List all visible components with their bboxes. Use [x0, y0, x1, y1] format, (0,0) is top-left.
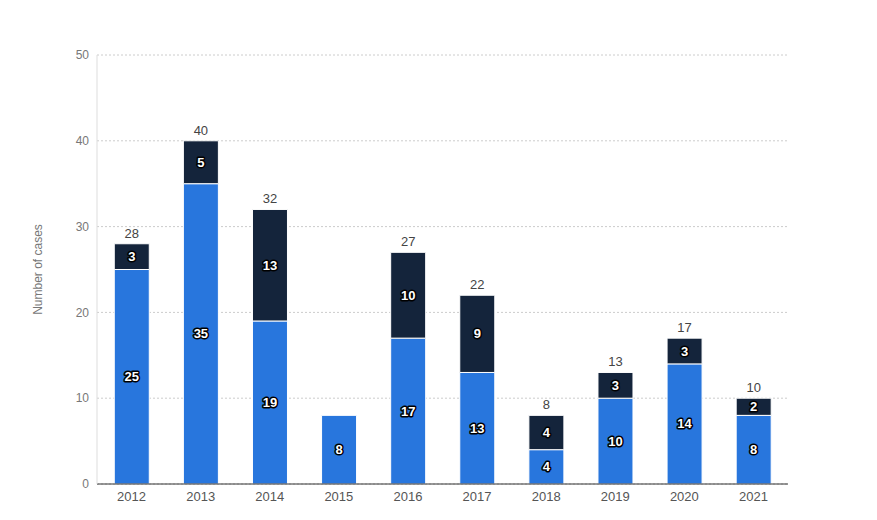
svg-text:3: 3 — [128, 249, 135, 264]
svg-text:2012: 2012 — [117, 489, 146, 504]
svg-text:30: 30 — [76, 220, 90, 234]
svg-text:40: 40 — [76, 134, 90, 148]
svg-text:35: 35 — [194, 326, 208, 341]
svg-text:0: 0 — [82, 477, 89, 491]
svg-text:2019: 2019 — [601, 489, 630, 504]
svg-text:Number of cases: Number of cases — [31, 224, 45, 315]
svg-text:2013: 2013 — [186, 489, 215, 504]
svg-text:25: 25 — [125, 369, 139, 384]
svg-text:5: 5 — [197, 155, 204, 170]
svg-text:8: 8 — [543, 397, 550, 412]
svg-text:13: 13 — [470, 421, 484, 436]
svg-text:13: 13 — [608, 354, 622, 369]
svg-text:2020: 2020 — [670, 489, 699, 504]
svg-text:2021: 2021 — [739, 489, 768, 504]
svg-text:13: 13 — [263, 258, 277, 273]
svg-text:8: 8 — [750, 442, 757, 457]
svg-text:27: 27 — [401, 234, 415, 249]
svg-text:32: 32 — [263, 191, 277, 206]
svg-text:9: 9 — [474, 326, 481, 341]
svg-text:8: 8 — [335, 442, 342, 457]
svg-text:50: 50 — [76, 48, 90, 62]
svg-text:17: 17 — [677, 320, 691, 335]
svg-text:17: 17 — [401, 404, 415, 419]
svg-text:10: 10 — [608, 434, 622, 449]
svg-text:14: 14 — [677, 416, 692, 431]
svg-text:10: 10 — [746, 380, 760, 395]
svg-text:2017: 2017 — [463, 489, 492, 504]
svg-text:2015: 2015 — [324, 489, 353, 504]
svg-text:3: 3 — [612, 378, 619, 393]
svg-text:20: 20 — [76, 306, 90, 320]
svg-text:10: 10 — [401, 288, 415, 303]
svg-text:28: 28 — [125, 226, 139, 241]
svg-text:2016: 2016 — [393, 489, 422, 504]
svg-text:10: 10 — [76, 391, 90, 405]
svg-text:2014: 2014 — [255, 489, 284, 504]
svg-text:22: 22 — [470, 277, 484, 292]
svg-text:4: 4 — [543, 459, 551, 474]
svg-text:19: 19 — [263, 395, 277, 410]
svg-text:3: 3 — [681, 344, 688, 359]
svg-text:40: 40 — [194, 123, 208, 138]
svg-text:2018: 2018 — [532, 489, 561, 504]
svg-text:2: 2 — [750, 399, 757, 414]
svg-text:4: 4 — [543, 425, 551, 440]
